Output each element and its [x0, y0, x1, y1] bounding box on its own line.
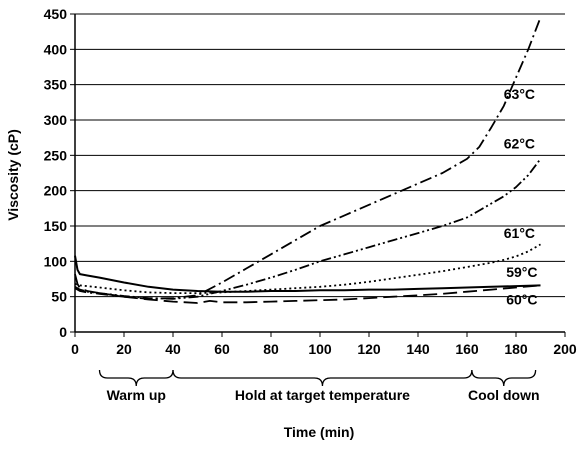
- y-tick-label: 200: [44, 183, 68, 199]
- phase-annotations: Warm up Hold at target temperature Cool do…: [98, 369, 540, 403]
- grid-lines: [75, 13, 565, 298]
- series-line: [74, 243, 541, 295]
- x-tick-label: 100: [308, 341, 332, 357]
- series-label: 63°C: [504, 86, 535, 102]
- x-tick-label: 180: [504, 341, 528, 357]
- series-label: 61°C: [504, 225, 535, 241]
- series-lines: [74, 17, 542, 304]
- series-line: [74, 273, 541, 304]
- x-tick-label: 60: [214, 341, 230, 357]
- y-tick-label: 450: [44, 6, 68, 22]
- series-line: [74, 17, 542, 300]
- series-labels: 63°C 62°C 61°C 59°C 60°C: [504, 86, 538, 308]
- y-tick-label: 100: [44, 253, 68, 269]
- y-tick-label: 350: [44, 77, 68, 93]
- phase-brace: [98, 369, 174, 387]
- phase-brace: [172, 369, 473, 387]
- x-axis-title: Time (min): [284, 424, 355, 440]
- x-tick-label: 0: [71, 341, 79, 357]
- series-label: 59°C: [506, 264, 537, 280]
- x-tick-label: 80: [263, 341, 279, 357]
- axes: 0 50 100 150 200 250 300 350 400 450 0 20 40 60 80 100 1…: [44, 6, 577, 357]
- y-tick-label: 300: [44, 112, 68, 128]
- phase-label: Hold at target temperature: [235, 387, 410, 403]
- x-tick-label: 140: [406, 341, 430, 357]
- y-axis-title: Viscosity (cP): [5, 129, 21, 221]
- x-tick-label: 20: [116, 341, 132, 357]
- x-tick-label: 160: [455, 341, 479, 357]
- y-tick-label: 150: [44, 218, 68, 234]
- phase-brace: [471, 369, 537, 387]
- x-tick-label: 200: [553, 341, 577, 357]
- phase-label: Cool down: [468, 387, 540, 403]
- y-tick-label: 50: [51, 289, 67, 305]
- series-label: 62°C: [504, 135, 535, 151]
- x-tick-label: 40: [165, 341, 181, 357]
- phase-label: Warm up: [107, 387, 166, 403]
- y-tick-label: 0: [59, 324, 67, 340]
- y-tick-label: 250: [44, 147, 68, 163]
- series-line: [74, 255, 541, 293]
- series-line: [74, 158, 542, 300]
- y-tick-label: 400: [44, 41, 68, 57]
- series-label: 60°C: [506, 291, 537, 307]
- x-tick-label: 120: [357, 341, 381, 357]
